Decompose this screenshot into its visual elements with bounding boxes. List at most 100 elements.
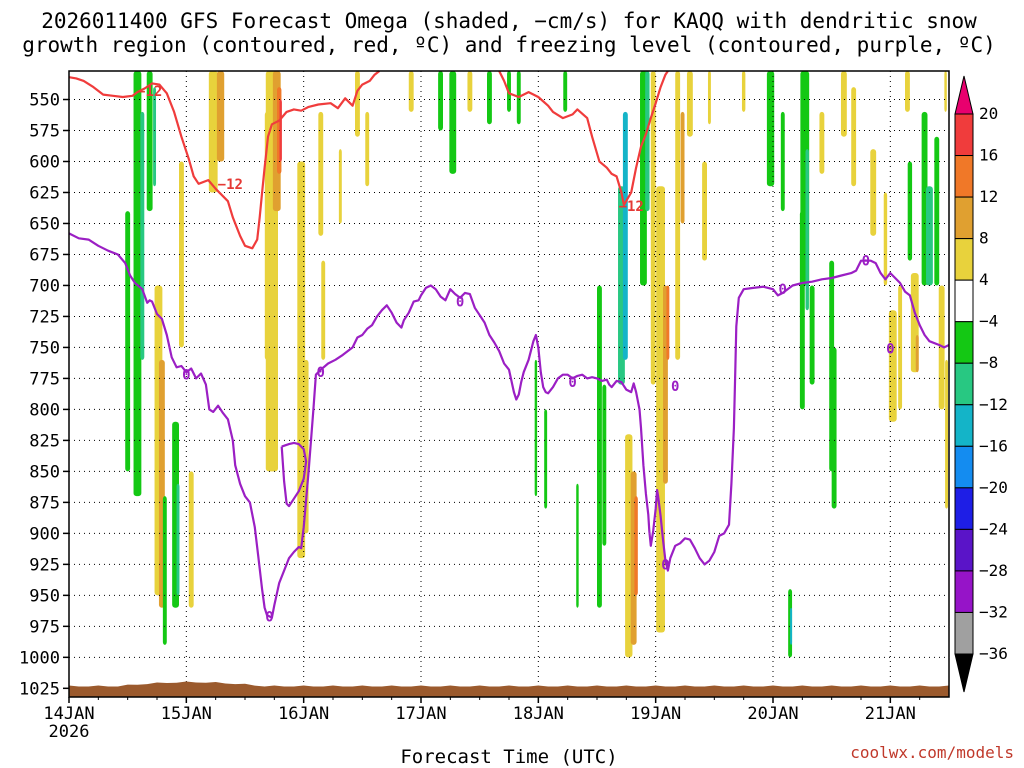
colorbar-label: −12 [979,395,1008,414]
omega-cell [645,71,650,212]
omega-cell [888,310,897,422]
colorbar-bottom-triangle [954,653,974,693]
contour-label: 0 [317,365,325,381]
colorbar-label: −36 [979,644,1008,663]
x-tick-label: 18JAN [513,704,564,724]
omega-cell [640,71,647,286]
freezing-level-line [280,441,308,508]
colorbar-label: −8 [979,353,998,372]
omega-cell [355,71,360,137]
y-tick-label: 900 [29,524,60,544]
omega-cell [176,483,180,596]
y-tick-label: 550 [29,91,60,111]
omega-cell [805,149,809,311]
omega-cell [915,335,919,373]
omega-cell [208,71,218,193]
colorbar-label: −4 [979,312,998,331]
colorbar-swatch [954,528,974,572]
colorbar-label: 4 [979,270,989,289]
omega-cell [318,111,324,236]
y-tick-label: 700 [29,276,60,296]
omega-cell [602,384,607,546]
x-tick-label: 16JAN [278,704,329,724]
colorbar-swatch [954,362,974,406]
x-tick-label: 15JAN [161,704,212,724]
omega-cell [188,471,194,608]
omega-cell [365,111,370,187]
omega-cell [622,111,628,360]
y-tick-label: 725 [29,307,60,327]
x-tick-label: 17JAN [395,704,446,724]
credit-text: coolwx.com/models [850,743,1014,762]
omega-cell [576,483,579,608]
omega-cell [625,434,633,658]
y-tick-label: 1025 [19,679,60,699]
omega-cell [321,260,326,360]
gridlines [69,71,949,697]
omega-cell [544,409,548,509]
omega-cell [216,71,225,162]
x-tick-label: 20JAN [747,704,798,724]
omega-shading [125,71,949,658]
colorbar-swatch [954,279,974,323]
omega-cell [140,111,145,360]
colorbar-swatch [954,611,974,655]
colorbar-label: 20 [979,104,998,123]
omega-cell [686,71,693,137]
y-tick-label: 850 [29,462,60,482]
colorbar-label: 16 [979,146,998,165]
omega-cell [297,161,306,559]
y-tick-label: 650 [29,214,60,234]
omega-cell [467,71,473,112]
omega-cell [666,285,670,360]
contour-label: 0 [568,375,576,391]
colorbar: 20 16 12 8 4 −4 −8 −12 −16 −20 −24 −28 −32 −36 [954,75,1008,693]
contour-label: 0 [456,295,464,311]
omega-cell [438,71,443,131]
omega-cell [926,186,933,286]
colorbar-label: −20 [979,478,1008,497]
x-tick-sublabel: 2026 [49,722,90,742]
omega-cell [921,111,928,286]
omega-cell [680,111,685,224]
omega-cell [153,87,157,187]
colorbar-swatch [954,570,974,613]
dgz-contour-line [498,70,669,206]
x-tick-label: 14JAN [43,704,94,724]
y-tick-label: 600 [29,152,60,172]
contour-label: −12 [619,199,644,215]
omega-cell [675,71,681,360]
contour-label: 0 [862,254,870,270]
omega-cell [944,71,947,112]
omega-cell [945,359,949,509]
x-axis-label: Forecast Time (UTC) [400,746,617,768]
omega-cell [534,359,538,497]
contour-label: 0 [265,609,273,625]
colorbar-swatch [954,445,974,489]
omega-cell [907,161,913,261]
omega-cell [766,71,775,187]
omega-cell [597,285,602,608]
omega-cell [162,496,167,645]
y-tick-label: 825 [29,431,60,451]
omega-cell [934,136,940,286]
contour-label: 0 [182,368,190,384]
omega-cell [905,71,910,112]
omega-cell [179,161,184,348]
omega-cell [898,285,903,410]
y-tick-label: 775 [29,369,60,389]
colorbar-swatch [954,113,974,157]
y-tick-label: 675 [29,245,60,265]
omega-cell [656,186,665,633]
omega-cell [125,211,131,472]
y-tick-label: 1000 [19,648,60,668]
omega-cell [563,71,568,112]
dgz-contour-line [68,70,381,250]
colorbar-swatch [954,487,974,530]
omega-cell [408,71,414,112]
omega-cell [831,347,837,509]
omega-cell [840,71,847,137]
colorbar-swatch [954,404,974,447]
y-tick-label: 975 [29,617,60,637]
